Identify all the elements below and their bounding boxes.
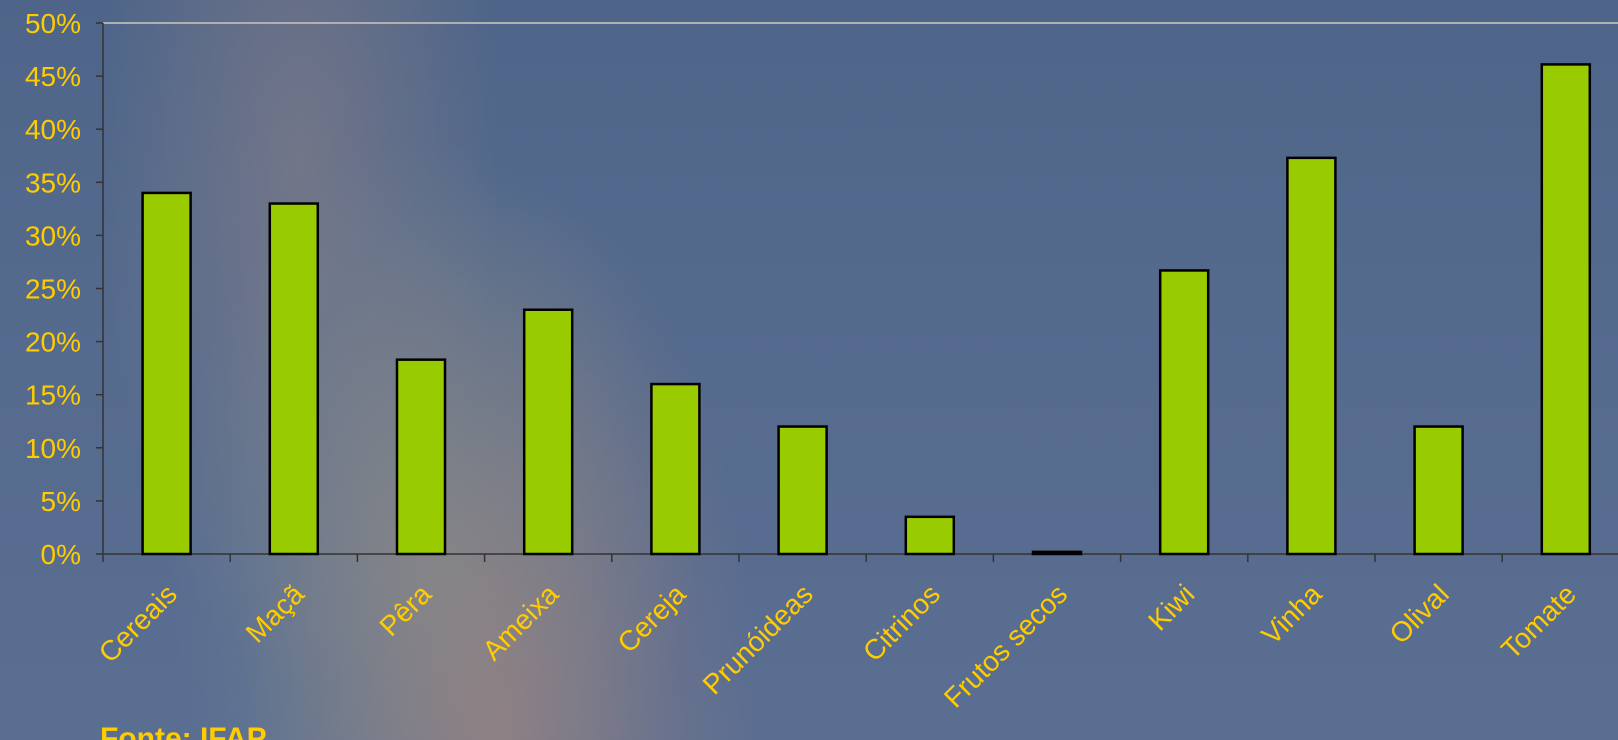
bar-4	[650, 382, 701, 556]
x-tick-label: Kiwi	[1142, 578, 1200, 636]
bar-9	[1286, 156, 1337, 556]
y-tick-label: 50%	[25, 8, 81, 39]
bar-3	[522, 308, 574, 556]
x-tick-label: Citrinos	[857, 578, 946, 667]
x-tick-label: Frutos secos	[938, 578, 1073, 713]
x-tick-label: Prunóideas	[697, 578, 819, 700]
x-tick-label: Vinha	[1255, 578, 1328, 651]
x-tick-label: Olival	[1383, 578, 1454, 649]
x-tick-label: Cereais	[93, 578, 183, 668]
bar-7	[1031, 550, 1083, 556]
y-tick-label: 35%	[25, 167, 81, 198]
bar-5	[777, 425, 828, 556]
y-tick-label: 0%	[41, 539, 81, 570]
x-tick-label: Pêra	[373, 578, 437, 642]
bar-11	[1540, 63, 1592, 556]
bar-6	[904, 515, 956, 556]
y-tick-label: 5%	[41, 486, 81, 517]
y-tick-label: 15%	[25, 380, 81, 411]
y-tick-label: 20%	[25, 327, 81, 358]
x-tick-label: Tomate	[1495, 578, 1582, 665]
bar-2	[395, 358, 447, 556]
y-tick-label: 25%	[25, 274, 81, 305]
y-tick-label: 10%	[25, 433, 81, 464]
bar-1	[268, 202, 320, 556]
x-tick-label: Maçã	[240, 578, 311, 649]
bar-0	[141, 191, 192, 556]
bar-8	[1158, 269, 1210, 556]
source-note: Fonte: IFAP	[100, 722, 267, 740]
y-tick-label: 45%	[25, 61, 81, 92]
x-tick-label: Ameixa	[476, 578, 564, 666]
y-tick-label: 30%	[25, 220, 81, 251]
bar-10	[1413, 425, 1464, 556]
y-tick-label: 40%	[25, 114, 81, 145]
x-tick-label: Cereja	[611, 578, 692, 659]
